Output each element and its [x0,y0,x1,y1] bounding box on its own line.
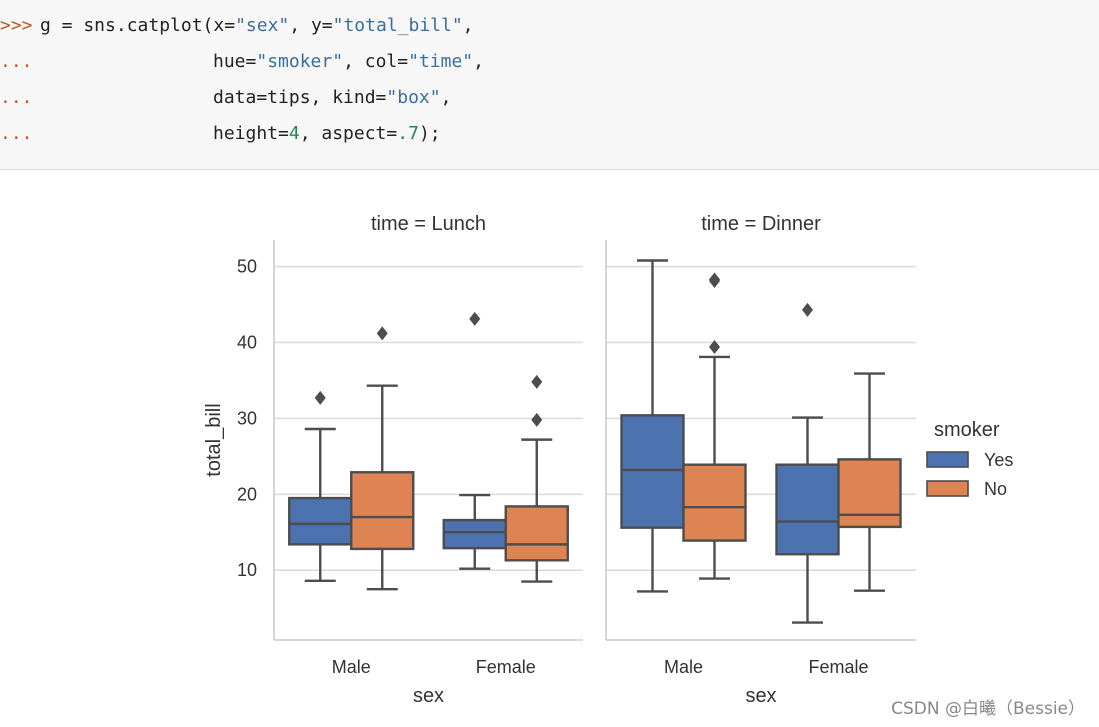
code-token: hue= [213,51,257,72]
y-tick-label: 20 [237,484,257,504]
y-tick-label: 40 [237,332,257,352]
code-token: , y= [289,15,333,36]
watermark: CSDN @白曦（Bessie） [891,699,1085,719]
code-block: >>> g = sns.catplot(x="sex", y="total_bil… [0,0,1099,170]
code-line-2: ... hue="smoker", col="time", [0,49,484,75]
x-axis-label: sex [745,685,776,707]
code-token: , aspect= [299,123,398,144]
box-iqr [288,496,353,546]
y-axis-label: total_bill [203,403,225,476]
code-token: "smoker" [256,51,344,72]
catplot-figure: time = Lunch Male Female sex time = Dinner Ma… [203,213,1013,707]
code-prompt: >>> [0,15,33,36]
code-text: data=tips, kind="box", [213,85,451,111]
code-token: , col= [343,51,409,72]
code-line-1: >>> g = sns.catplot(x="sex", y="total_bil… [0,13,474,39]
outlier-point [709,273,720,288]
code-token: "box" [386,87,441,108]
code-text: height=4, aspect=.7); [213,121,441,147]
outlier-point [531,374,543,389]
code-line-4: ... height=4, aspect=.7); [0,121,441,147]
code-prompt: ... [0,87,33,108]
outlier-point [802,302,813,317]
code-token: "total_bill" [332,15,463,36]
y-tick-label: 10 [237,560,257,580]
code-prompt: ... [0,123,33,144]
code-text: hue="smoker", col="time", [213,49,484,75]
y-tick-label: 50 [237,257,257,277]
code-token: , [440,87,452,108]
code-token: , [473,51,484,72]
box-iqr [350,471,415,551]
box-iqr [442,518,507,550]
code-token: "sex" [235,15,290,36]
legend-swatch [926,451,969,468]
code-token: .7 [397,123,419,144]
outlier-point [314,390,326,405]
code-token: 4 [288,123,300,144]
code-token: g = sns.catplot(x= [40,15,236,36]
box-iqr [837,458,902,529]
code-token: data=tips, kind= [213,87,387,108]
code-token: ); [418,123,441,144]
code-token: height= [213,123,289,144]
box-iqr [504,505,569,562]
x-tick-label: Female [808,657,868,677]
code-token: "time" [408,51,474,72]
facet-title: time = Lunch [371,213,486,235]
x-tick-label: Female [476,657,536,677]
code-prompt: ... [0,51,33,72]
code-line-3: ... data=tips, kind="box", [0,85,451,111]
outlier-point [469,311,481,326]
code-token: , [462,15,474,36]
x-tick-label: Male [332,657,371,677]
outlier-point [709,340,720,355]
box-iqr [682,463,747,542]
legend-swatch [926,480,969,497]
box-iqr [620,414,685,529]
legend-title: smoker [934,419,1000,441]
legend-label: Yes [984,450,1013,470]
box-iqr [775,463,840,556]
legend-label: No [984,479,1007,499]
facet-title: time = Dinner [701,213,821,235]
y-tick-label: 30 [237,408,257,428]
x-tick-label: Male [664,657,703,677]
x-axis-label: sex [413,685,444,707]
outlier-point [531,412,543,427]
outlier-point [376,326,388,341]
code-text: g = sns.catplot(x="sex", y="total_bill", [40,13,474,39]
